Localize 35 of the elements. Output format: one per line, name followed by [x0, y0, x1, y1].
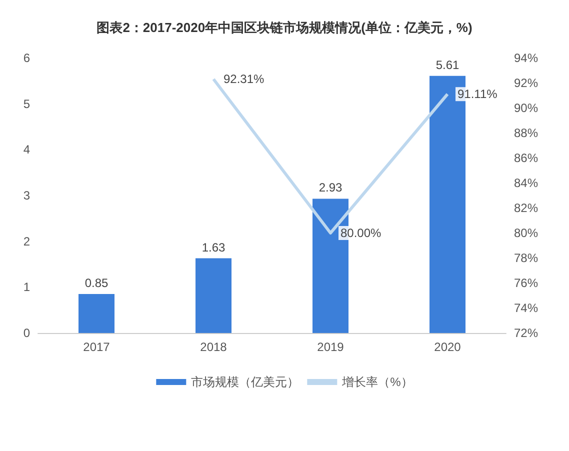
x-tick-label: 2020: [434, 340, 462, 354]
y2-tick-label: 82%: [514, 201, 538, 215]
y-tick-label: 0: [23, 326, 30, 340]
y2-tick-label: 88%: [514, 126, 538, 140]
y2-tick-label: 90%: [514, 101, 538, 115]
x-tick-label: 2017: [83, 340, 110, 354]
y2-tick-label: 86%: [514, 151, 538, 165]
data-label: 1.63: [202, 240, 226, 254]
y-tick-label: 3: [23, 188, 30, 202]
y2-tick-label: 84%: [514, 176, 538, 190]
data-label: 0.85: [84, 276, 108, 290]
y-tick-label: 5: [23, 96, 30, 111]
y2-tick-label: 76%: [514, 276, 538, 290]
x-tick-label: 2019: [317, 340, 344, 354]
x-tick-label: 2018: [200, 340, 228, 354]
chart-title: 图表2：2017-2020年中国区块链市场规模情况(单位：亿美元，%): [96, 20, 472, 35]
bar: [196, 258, 232, 333]
y-tick-label: 2: [23, 234, 30, 248]
data-label: 92.31%: [224, 72, 265, 86]
y-tick-label: 6: [23, 51, 30, 65]
y-tick-label: 1: [23, 280, 30, 294]
y2-tick-label: 74%: [514, 301, 538, 315]
data-label: 5.61: [436, 58, 460, 72]
data-label: 80.00%: [340, 226, 382, 240]
data-label: 2.93: [318, 180, 342, 195]
legend-label: 增长率（%）: [341, 375, 413, 389]
y2-tick-label: 94%: [514, 51, 538, 65]
y2-tick-label: 78%: [514, 251, 538, 265]
bar: [78, 294, 114, 333]
y2-tick-label: 72%: [514, 326, 538, 340]
y2-tick-label: 80%: [514, 226, 538, 240]
y-tick-label: 4: [23, 142, 30, 157]
y2-tick-label: 92%: [514, 76, 538, 90]
legend-label: 市场规模（亿美元）: [191, 375, 300, 389]
data-label: 91.11%: [458, 87, 498, 102]
